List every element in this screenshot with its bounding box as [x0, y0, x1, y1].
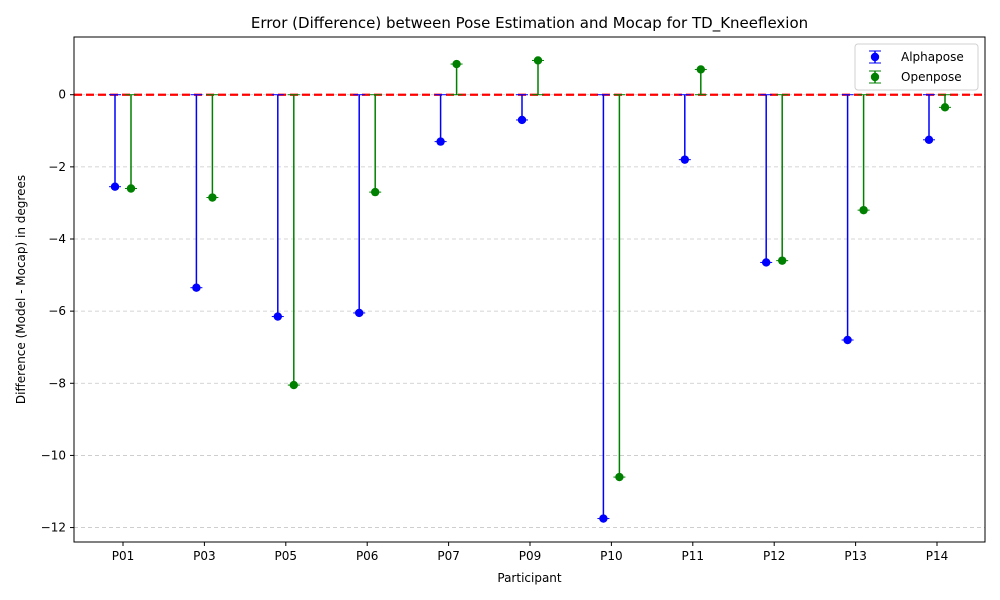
data-point [599, 514, 608, 523]
legend-box [854, 43, 979, 91]
y-tick-label: −10 [41, 448, 66, 462]
legend-label: Openpose [901, 70, 962, 84]
x-tick-label: P06 [356, 549, 379, 563]
x-tick-label: P11 [682, 549, 705, 563]
data-point [273, 312, 282, 321]
y-tick-label: −12 [41, 521, 66, 535]
chart-title: Error (Difference) between Pose Estimati… [251, 14, 808, 33]
y-axis-label: Difference (Model - Mocap) in degrees [14, 175, 28, 404]
y-tick-label: 0 [58, 88, 66, 102]
data-point [208, 193, 217, 202]
x-tick-label: P12 [763, 549, 786, 563]
y-tick-label: −2 [48, 160, 66, 174]
x-tick-label: P09 [519, 549, 542, 563]
data-point [452, 59, 461, 69]
legend-marker-dot [870, 72, 880, 82]
marks-layer [109, 56, 951, 523]
x-tick-label: P14 [926, 549, 949, 563]
x-axis-label: Participant [497, 571, 562, 585]
data-point [533, 56, 543, 65]
grid-layer [74, 94, 985, 528]
data-point [843, 335, 852, 345]
data-point [680, 155, 689, 164]
data-point [696, 65, 705, 74]
data-point [778, 256, 787, 265]
data-point [762, 258, 771, 267]
legend-marker-dot [870, 52, 880, 62]
x-tick-label: P03 [193, 549, 216, 563]
data-point [615, 472, 624, 482]
data-point [110, 182, 120, 191]
y-tick-label: −4 [48, 232, 66, 246]
data-point [859, 205, 868, 215]
data-point [940, 103, 950, 112]
data-point [517, 115, 527, 125]
data-point [436, 137, 445, 146]
y-tick-label: −6 [48, 304, 66, 318]
x-tick-label: P05 [275, 549, 298, 563]
x-tick-label: P01 [112, 549, 135, 563]
legend: Alphapose Openpose [854, 43, 979, 91]
data-point [192, 283, 201, 292]
data-point [126, 184, 136, 193]
legend-label: Alphapose [901, 50, 964, 64]
x-tick-label: P07 [437, 549, 460, 563]
data-point [371, 187, 380, 197]
data-point [924, 135, 934, 145]
axes-layer: 0 −2 −4 −6 −8 −10 −12 P01 P03 P05 P06 P07 P09 P10 P11 P… [41, 88, 949, 563]
data-point [289, 380, 298, 390]
data-point [355, 308, 364, 318]
y-tick-label: −8 [48, 376, 66, 390]
x-tick-label: P10 [600, 549, 623, 563]
x-tick-label: P13 [844, 549, 867, 563]
